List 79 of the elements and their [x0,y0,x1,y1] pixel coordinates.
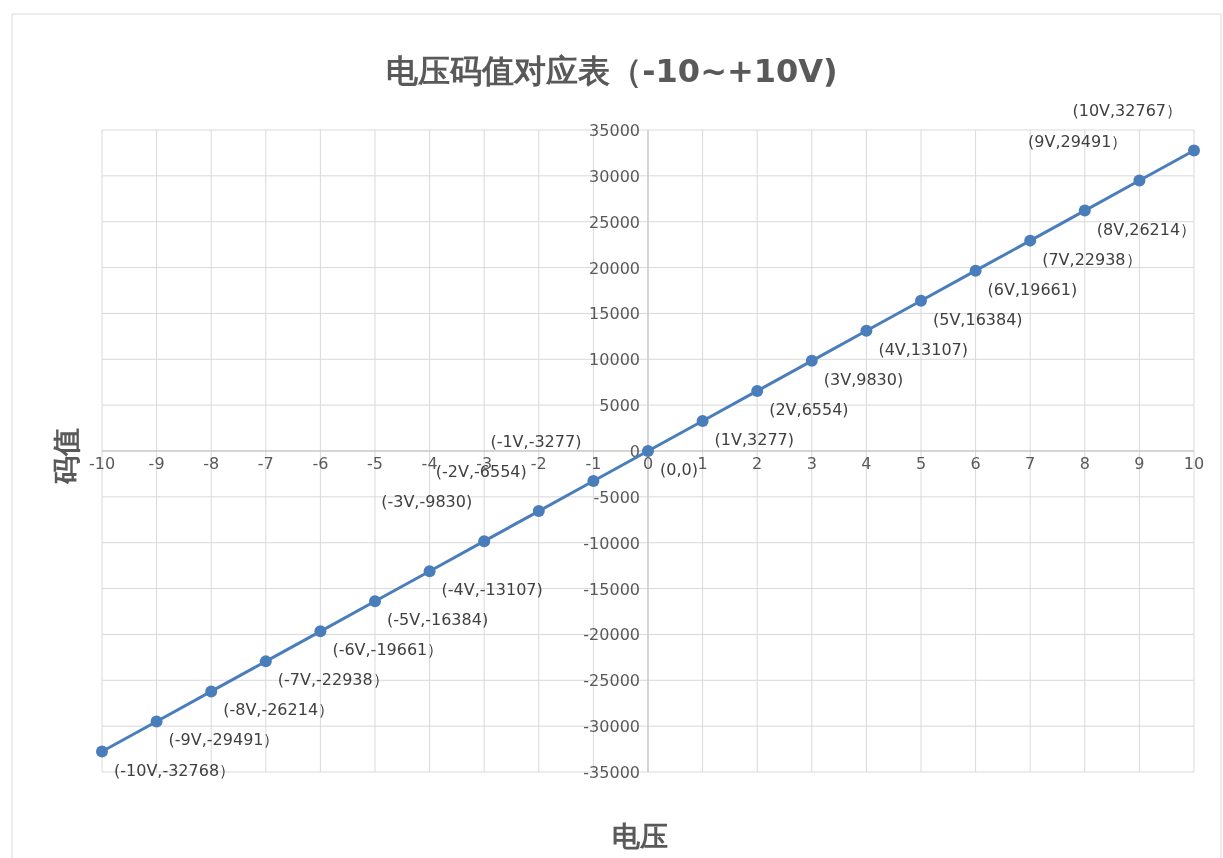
point [860,324,873,337]
data-label: (-5V,-16384) [387,610,489,630]
y-tick-label: 5000 [599,396,640,416]
point [805,354,818,367]
y-tick-label: -20000 [583,625,640,645]
y-tick-label: -15000 [583,579,640,599]
point [1188,144,1200,157]
point [969,264,982,277]
y-tick-label: -25000 [583,671,640,691]
data-label: (7V,22938） [1042,249,1142,269]
data-label: (10V,32767） [1072,101,1182,121]
y-axis-title: 码值 [50,428,83,485]
x-tick-label: 0 [642,454,654,473]
data-label: (-4V,-13107) [441,580,543,600]
point [587,475,600,488]
data-label: (3V,9830) [823,369,904,389]
y-tick-label: 15000 [589,304,640,324]
x-tick-label: 10 [1183,454,1205,473]
point [150,715,163,728]
point [478,535,491,548]
point [696,414,709,427]
x-tick-label: 1 [697,454,708,473]
point [259,655,272,668]
data-label: (1V,3277) [714,429,795,449]
point [1133,174,1146,187]
data-label: (2V,6554) [769,399,849,419]
x-tick-label: 8 [1079,454,1090,473]
y-tick-label: -10000 [583,533,640,553]
point [532,505,545,518]
x-tick-label: 6 [970,454,981,473]
chart-title: 电压码值对应表（-10~+10V) [386,52,838,90]
data-label: (-3V,-9830) [381,492,473,512]
point [1024,234,1037,247]
data-label: (-9V,-29491） [168,730,280,750]
x-tick-label: -2 [530,454,547,473]
data-label: (4V,13107) [878,339,968,359]
point [1078,204,1091,217]
y-tick-label: -5000 [593,487,640,507]
y-tick-label: 30000 [589,166,640,186]
point [642,445,654,457]
x-tick-label: 4 [861,454,872,473]
point [314,625,327,638]
data-label: (6V,19661) [987,279,1078,299]
point [96,745,108,758]
data-label: (-6V,-19661） [332,640,444,660]
y-tick-label: -30000 [583,717,640,737]
x-tick-label: 3 [806,454,817,473]
x-tick-label: -8 [203,454,220,473]
x-tick-label: -4 [421,454,438,473]
y-tick-label: 35000 [589,121,640,140]
y-tick-label: 10000 [589,350,640,370]
data-label: (8V,26214） [1096,219,1197,239]
x-tick-label: -7 [257,454,274,473]
data-label: (-10V,-32768） [114,760,236,780]
x-tick-label: -10 [88,454,116,473]
point [423,565,436,578]
x-tick-label: 2 [752,454,763,473]
point [915,294,927,307]
data-label: (5V,16384) [933,309,1023,329]
x-tick-label: -6 [312,454,329,473]
x-tick-label: -1 [585,454,602,473]
x-tick-label: 9 [1134,454,1145,473]
point [751,384,764,397]
y-tick-label: 20000 [589,258,640,278]
data-label: (-1V,-3277) [490,432,582,452]
point [205,685,218,698]
x-tick-label: 5 [915,454,927,473]
point [369,595,381,608]
x-tick-label: -5 [367,454,383,473]
y-tick-label: 0 [629,442,640,461]
x-tick-label: 7 [1025,454,1036,473]
x-tick-label: -9 [148,454,165,473]
x-axis-title: 电压 [612,820,668,853]
data-label: (0,0) [660,460,698,479]
data-label: (-7V,-22938） [277,670,389,690]
data-label: (9V,29491） [1028,131,1128,151]
y-tick-label: -35000 [583,763,640,782]
data-label: (-8V,-26214） [223,700,335,720]
y-tick-label: 25000 [589,212,640,232]
